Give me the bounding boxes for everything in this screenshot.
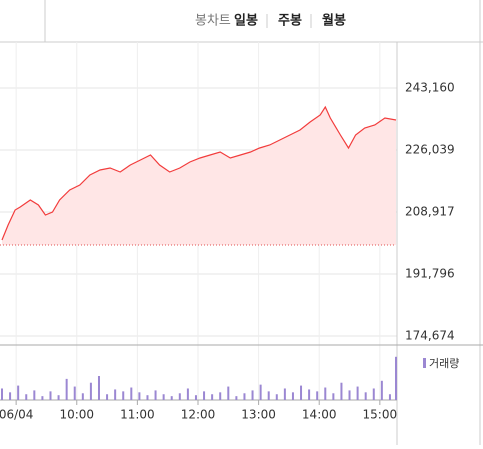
tab-weekly[interactable]: 주봉 (278, 14, 302, 29)
volume-bar (316, 391, 319, 400)
volume-bar (114, 389, 117, 400)
volume-bar (291, 392, 294, 400)
volume-bar (25, 394, 28, 400)
volume-bar (203, 391, 206, 400)
y-tick-label: 191,796 (405, 266, 455, 280)
volume-bar (243, 393, 246, 400)
price-line (1, 105, 397, 241)
volume-bar (162, 394, 165, 400)
x-tick-label: 11:00 (120, 408, 155, 422)
volume-bar (33, 390, 36, 400)
volume-bar (178, 393, 181, 400)
volume-bar (380, 380, 383, 400)
volume-bar (97, 376, 100, 400)
volume-bar (251, 390, 254, 400)
tab-monthly[interactable]: 월봉 (322, 13, 346, 29)
volume-bar (106, 394, 109, 400)
x-tick-label: 15:00 (363, 408, 398, 422)
volume-bar (324, 387, 327, 400)
volume-bar (73, 386, 76, 400)
volume-legend: 거래량 (429, 357, 459, 370)
volume-bar (81, 393, 84, 400)
volume-bar (267, 391, 270, 400)
volume-legend-swatch (423, 358, 426, 368)
volume-bar (332, 393, 335, 400)
volume-bar (356, 386, 359, 400)
price-area (2, 107, 396, 246)
volume-bar (340, 382, 343, 400)
volume-bar (372, 388, 375, 400)
volume-bar (170, 396, 173, 400)
volume-bar (227, 386, 230, 400)
volume-bar (259, 384, 262, 400)
volume-bar (235, 396, 238, 400)
y-tick-label: 174,674 (405, 329, 455, 343)
y-tick-label: 243,160 (405, 80, 455, 94)
volume-bar (122, 391, 125, 400)
volume-bar (219, 392, 222, 400)
volume-bar (9, 392, 12, 400)
tab-daily[interactable]: 일봉 (234, 14, 258, 29)
tab-label[interactable]: 봉차트 (195, 14, 231, 29)
volume-bar (395, 356, 397, 400)
volume-bar (275, 394, 278, 400)
volume-bar (138, 392, 141, 400)
volume-bar (211, 394, 214, 400)
volume-bar (146, 395, 149, 400)
volume-bar (186, 388, 189, 400)
volume-bar (1, 388, 3, 400)
volume-bar (388, 394, 391, 400)
volume-bar (130, 387, 133, 400)
volume-bar (17, 385, 20, 400)
tab-bar (0, 0, 483, 42)
volume-bar (89, 382, 92, 400)
volume-bar (65, 378, 68, 400)
volume-bar (154, 390, 157, 400)
volume-bar (57, 395, 60, 400)
y-tick-label: 226,039 (405, 142, 455, 156)
x-tick-label: 13:00 (241, 408, 276, 422)
volume-bar (308, 389, 311, 400)
y-tick-label: 208,917 (405, 204, 455, 218)
volume-bar (364, 392, 367, 400)
x-tick-label: 06/04 (0, 408, 33, 422)
volume-bar (348, 390, 351, 400)
volume-bar (194, 395, 197, 400)
volume-bar (283, 388, 286, 400)
x-tick-label: 12:00 (181, 408, 216, 422)
volume-bar (41, 396, 44, 400)
x-tick-label: 10:00 (59, 408, 94, 422)
volume-bar (49, 391, 52, 400)
volume-bar (300, 385, 303, 400)
x-tick-label: 14:00 (302, 408, 337, 422)
